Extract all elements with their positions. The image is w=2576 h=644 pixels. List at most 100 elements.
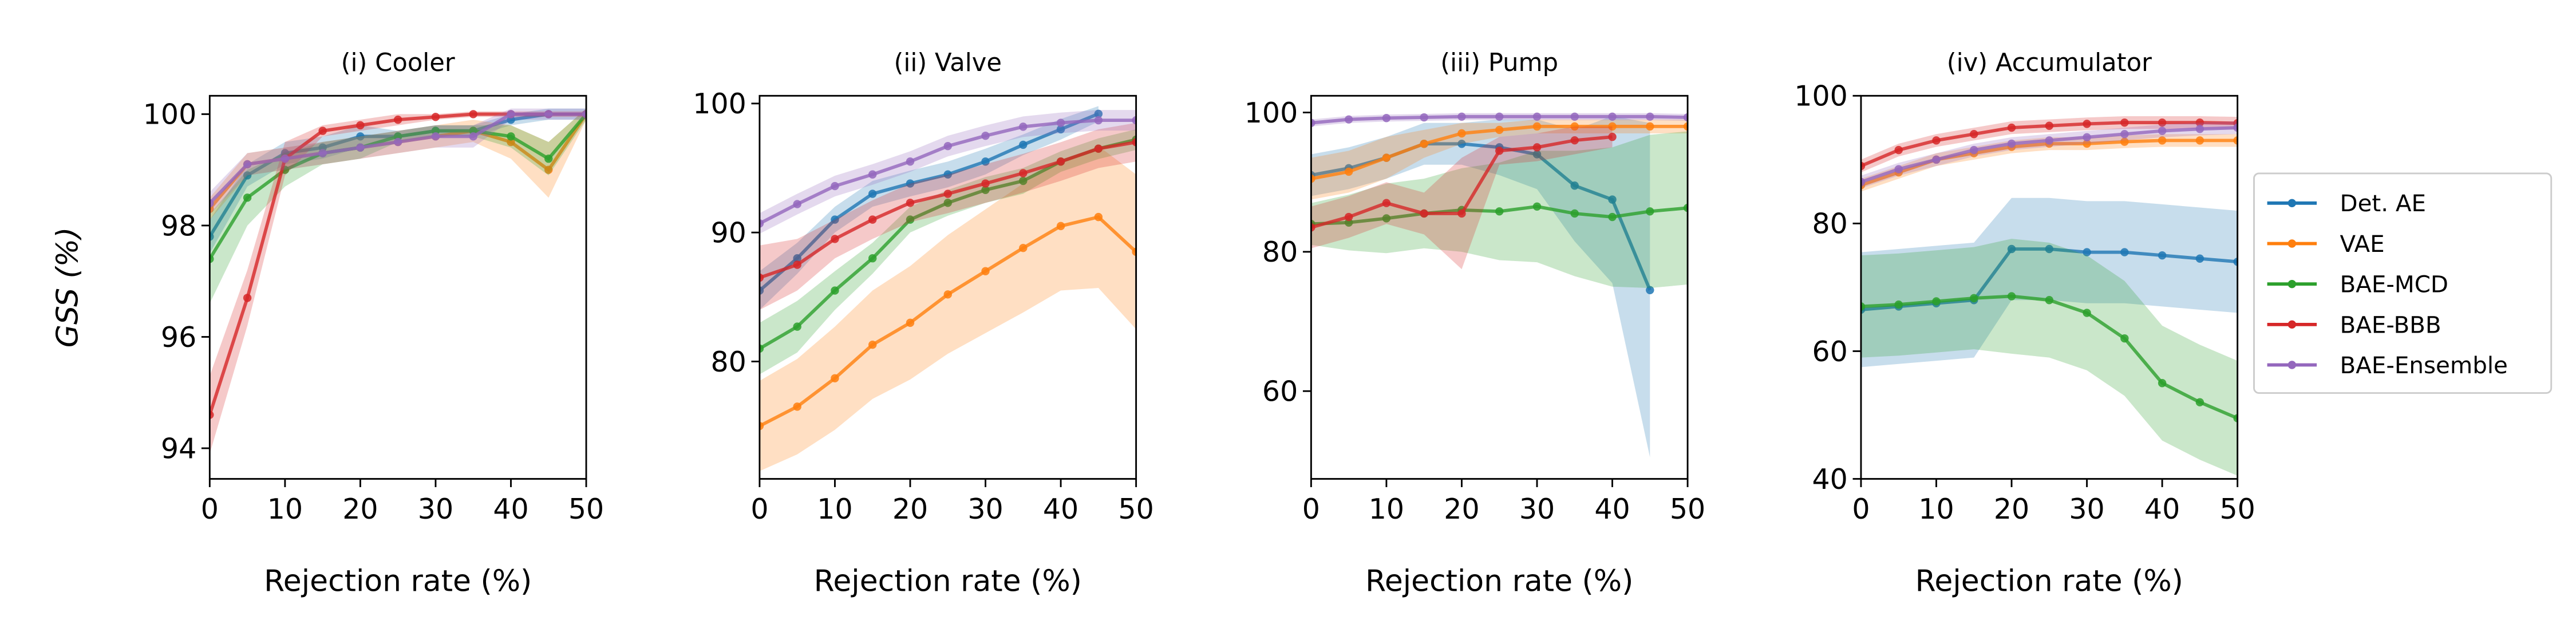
point [1532,143,1542,152]
point [759,219,764,228]
point [793,254,801,263]
point [793,200,801,208]
point [243,171,252,180]
point [1056,118,1065,127]
legend-box [2253,172,2553,394]
plot-area [1311,112,1688,457]
point [759,421,764,430]
point [1646,207,1654,216]
error-band [1860,239,2238,476]
legend-label: BAE-Ensemble [2340,352,2508,379]
x-tick-label: 40 [1594,492,1630,526]
x-tick-label: 30 [967,492,1003,526]
x-tick-label: 30 [418,492,453,526]
x-tick-label: 0 [750,492,768,526]
subplot-title: (ii) Valve [894,49,1002,77]
point [943,141,952,151]
point [1344,167,1353,176]
y-tick-label: 90 [710,216,746,249]
point [1420,209,1428,218]
point [1608,112,1617,121]
point [1132,116,1136,125]
point [2158,118,2167,127]
point [544,110,553,118]
point [1608,132,1617,141]
point [431,132,440,141]
point [356,121,365,130]
y-tick-label: 100 [693,87,746,120]
point [544,155,553,163]
point [1570,209,1579,218]
point [1457,112,1466,121]
point [1094,109,1103,118]
plot-area [759,106,1136,472]
point [1019,169,1028,177]
y-tick-label: 100 [1794,80,1848,113]
y-tick-label: 80 [1812,207,1848,240]
legend-label: BAE-BBB [2340,311,2441,338]
point [1457,129,1466,138]
point [393,115,402,124]
x-axis-label: Rejection rate (%) [264,564,532,599]
point [2195,398,2204,406]
y-tick-label: 96 [161,321,196,354]
point [1311,223,1315,232]
axes-frame [1860,94,2239,480]
point [1970,145,1978,155]
point [1094,144,1103,153]
y-axis-label: GSS (%) [51,227,85,348]
point [507,132,515,141]
point [243,160,252,169]
point [2233,136,2238,145]
point [1382,214,1391,223]
point [1019,176,1028,185]
x-tick-label: 0 [1302,492,1320,526]
point [1056,157,1065,166]
point [2158,379,2167,388]
point [1646,112,1654,121]
legend-label: BAE-MCD [2340,271,2449,298]
point [210,232,214,241]
x-tick-label: 10 [1918,492,1954,526]
point [759,273,764,282]
x-tick-label: 50 [2219,492,2255,526]
point [943,290,952,299]
point [210,199,214,208]
x-tick-label: 10 [817,492,852,526]
subplot-title: (iii) Pump [1440,49,1558,77]
x-axis-label: Rejection rate (%) [1365,564,1633,599]
y-tick-label: 80 [710,345,746,378]
point [1570,122,1579,131]
point [1420,113,1428,122]
point [759,344,764,353]
point [1132,247,1136,256]
point [1932,297,1941,306]
x-tick-label: 20 [1444,492,1479,526]
point [469,132,477,141]
point [1608,195,1617,204]
y-tick-label: 80 [1262,235,1298,268]
point [981,179,990,188]
point [1056,222,1065,231]
point [793,322,801,331]
legend-marker [2287,361,2297,369]
point [2007,123,2016,132]
point [1683,113,1688,122]
point [582,110,587,118]
y-tick-label: 60 [1262,375,1298,408]
point [2007,292,2016,301]
point [981,131,990,140]
point [2195,136,2204,145]
legend-marker [2287,320,2297,329]
point [1932,136,1941,145]
x-tick-label: 40 [493,492,528,526]
legend-marker [2287,279,2297,289]
point [2233,414,2238,422]
x-tick-label: 10 [267,492,303,526]
point [2195,118,2204,127]
x-tick-label: 20 [1994,492,2029,526]
point [280,155,290,163]
plot-area [210,108,587,454]
point [1932,155,1941,164]
